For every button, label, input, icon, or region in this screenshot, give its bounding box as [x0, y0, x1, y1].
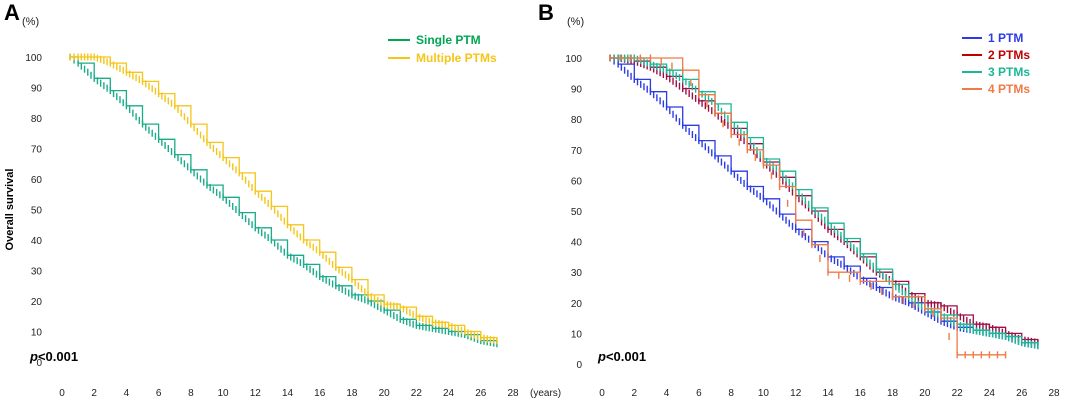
x-tick-label: 6 — [696, 388, 702, 399]
x-tick-label: 4 — [664, 388, 670, 399]
survival-curve — [70, 56, 498, 344]
y-tick-label: 100 — [25, 53, 42, 64]
legend-entry: Multiple PTMs — [416, 51, 497, 65]
x-tick-label: 6 — [156, 388, 162, 399]
x-tick-label: 4 — [124, 388, 130, 399]
series-multiple-ptms — [69, 53, 498, 345]
x-tick-label: 12 — [250, 388, 262, 399]
x-tick-label: 24 — [984, 388, 996, 399]
y-tick-label: 90 — [31, 84, 43, 95]
survival-curve — [610, 57, 1006, 356]
x-tick-label: 26 — [1016, 388, 1028, 399]
y-tick-label: 70 — [31, 145, 43, 156]
panel-label: B — [538, 0, 554, 25]
x-tick-label: 28 — [507, 388, 519, 399]
x-tick-label: 20 — [379, 388, 391, 399]
y-tick-label: 90 — [571, 85, 583, 96]
y-tick-label: 30 — [31, 267, 43, 278]
series-4-ptms — [609, 54, 1007, 359]
x-tick-label: 28 — [1048, 388, 1060, 399]
x-tick-label: 10 — [218, 388, 230, 399]
x-tick-label: 16 — [855, 388, 867, 399]
y-tick-label: 50 — [31, 206, 43, 217]
y-tick-label: 20 — [571, 299, 583, 310]
x-tick-label: 0 — [599, 388, 605, 399]
x-tick-label: 8 — [728, 388, 734, 399]
x-tick-label: 0 — [59, 388, 65, 399]
y-axis-label: Overall survival — [4, 169, 16, 251]
y-tick-label: 40 — [571, 238, 583, 249]
survival-curve — [610, 57, 1039, 346]
y-tick-label: 0 — [36, 358, 42, 369]
y-unit-label: (%) — [22, 16, 39, 28]
x-tick-label: 26 — [475, 388, 487, 399]
x-tick-label: 14 — [282, 388, 294, 399]
x-tick-label: 2 — [91, 388, 97, 399]
series-1-ptm — [609, 54, 1039, 350]
y-tick-label: 60 — [571, 176, 583, 187]
x-tick-label: 10 — [758, 388, 770, 399]
x-tick-label: 22 — [411, 388, 423, 399]
series-2-ptms — [609, 54, 1039, 347]
y-tick-label: 80 — [571, 115, 583, 126]
p-value: p<0.001 — [597, 349, 646, 364]
x-tick-label: 2 — [632, 388, 638, 399]
x-tick-label: 16 — [314, 388, 326, 399]
series-single-ptm — [69, 53, 498, 348]
x-tick-label: 12 — [790, 388, 802, 399]
x-tick-label: 14 — [822, 388, 834, 399]
y-unit-label: (%) — [567, 16, 584, 28]
y-tick-label: 30 — [571, 268, 583, 279]
x-tick-label: 24 — [443, 388, 455, 399]
y-tick-label: 10 — [31, 328, 43, 339]
legend-entry: 4 PTMs — [988, 82, 1030, 96]
x-unit-label: (years) — [530, 388, 561, 399]
survival-curve — [70, 56, 498, 341]
survival-curve — [610, 57, 1039, 346]
y-tick-label: 40 — [31, 236, 43, 247]
panel-label: A — [4, 0, 20, 25]
y-tick-label: 60 — [31, 175, 43, 186]
legend-entry: 2 PTMs — [988, 48, 1030, 62]
y-tick-label: 0 — [576, 360, 582, 371]
y-tick-label: 70 — [571, 146, 583, 157]
p-value: p<0.001 — [29, 349, 78, 364]
x-tick-label: 18 — [887, 388, 899, 399]
survival-curve — [610, 57, 1039, 343]
series-3-ptms — [609, 54, 1039, 350]
y-tick-label: 10 — [571, 329, 583, 340]
y-tick-label: 80 — [31, 114, 43, 125]
legend-entry: 1 PTM — [988, 31, 1023, 45]
x-tick-label: 20 — [919, 388, 931, 399]
y-tick-label: 100 — [565, 54, 582, 65]
x-tick-label: 22 — [952, 388, 964, 399]
x-tick-label: 18 — [346, 388, 358, 399]
legend-entry: 3 PTMs — [988, 65, 1030, 79]
x-tick-label: 8 — [188, 388, 194, 399]
y-tick-label: 20 — [31, 297, 43, 308]
legend-entry: Single PTM — [416, 33, 481, 47]
y-tick-label: 50 — [571, 207, 583, 218]
